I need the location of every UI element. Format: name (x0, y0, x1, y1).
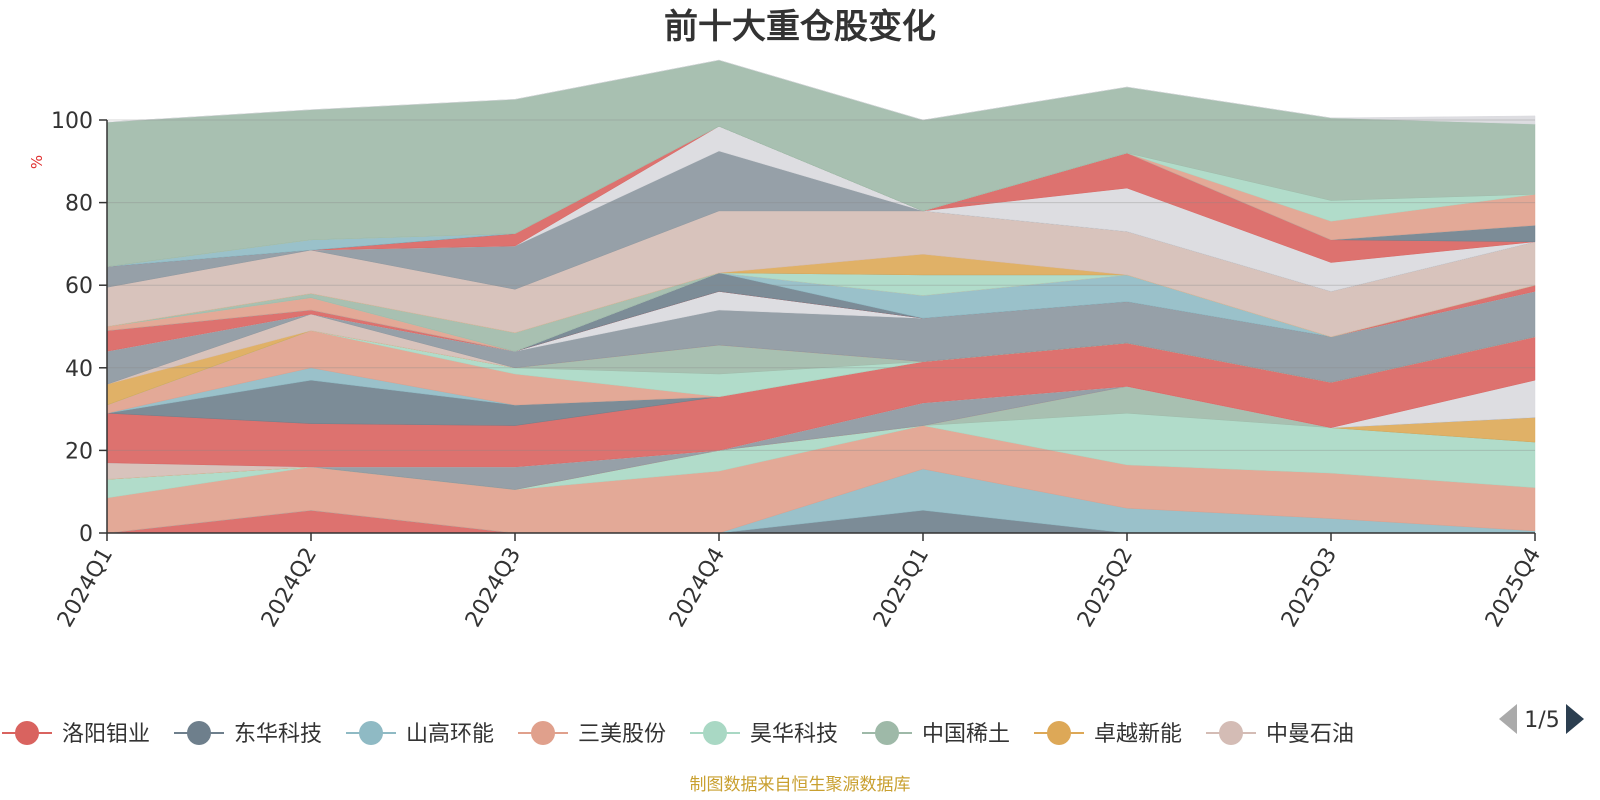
prev-page-icon[interactable] (1499, 704, 1517, 734)
area-layers (106, 59, 1536, 534)
source-note: 制图数据来自恒生聚源数据库 (690, 775, 911, 795)
x-tick-label-2025Q4: 2025Q4 (1481, 544, 1546, 632)
legend-marker-6 (875, 721, 899, 745)
x-tick-label-2024Q1: 2024Q1 (53, 544, 118, 632)
y-tick-label-40: 40 (65, 357, 93, 382)
grid-lines (107, 119, 1535, 451)
legend-pager[interactable]: 1/5 (1499, 704, 1584, 734)
legend-marker-2 (187, 721, 211, 745)
legend-marker-3 (359, 721, 383, 745)
x-tick-label-2024Q4: 2024Q4 (665, 544, 730, 632)
legend-label-5: 昊华科技 (750, 722, 838, 747)
x-tick-label-2025Q2: 2025Q2 (1073, 544, 1138, 632)
legend-item-8[interactable]: 中曼石油 (1206, 721, 1354, 747)
y-tick-label-0: 0 (79, 522, 93, 547)
legend-item-3[interactable]: 山高环能 (346, 721, 494, 747)
legend-label-1: 洛阳钼业 (62, 722, 150, 747)
legend-item-7[interactable]: 卓越新能 (1034, 721, 1182, 747)
y-axis-unit: % (28, 155, 46, 169)
legend-marker-5 (703, 721, 727, 745)
legend[interactable]: 洛阳钼业 东华科技 山高环能 三美股份 昊华科技 中国稀土 卓越新能 中曼石油 (2, 721, 1354, 747)
x-tick-label-2025Q3: 2025Q3 (1277, 544, 1342, 632)
legend-item-6[interactable]: 中国稀土 (862, 721, 1010, 747)
next-page-icon[interactable] (1566, 704, 1584, 734)
y-tick-label-60: 60 (65, 274, 93, 299)
legend-marker-4 (531, 721, 555, 745)
legend-item-5[interactable]: 昊华科技 (690, 721, 838, 747)
legend-label-7: 卓越新能 (1094, 722, 1182, 747)
legend-marker-7 (1047, 721, 1071, 745)
chart-title: 前十大重仓股变化 (664, 7, 936, 47)
legend-item-1[interactable]: 洛阳钼业 (2, 721, 150, 747)
legend-item-2[interactable]: 东华科技 (174, 721, 322, 747)
area-series-37 (106, 59, 1536, 125)
y-tick-label-80: 80 (65, 192, 93, 217)
legend-label-4: 三美股份 (578, 722, 666, 747)
y-tick-label-20: 20 (65, 439, 93, 464)
legend-marker-8 (1219, 721, 1243, 745)
legend-label-8: 中曼石油 (1266, 722, 1354, 747)
x-tick-label-2025Q1: 2025Q1 (869, 544, 934, 632)
legend-page-indicator: 1/5 (1524, 708, 1559, 733)
x-tick-label-2024Q2: 2024Q2 (257, 544, 322, 632)
legend-item-4[interactable]: 三美股份 (518, 721, 666, 747)
legend-label-3: 山高环能 (406, 722, 494, 747)
legend-label-2: 东华科技 (234, 722, 322, 747)
legend-marker-1 (15, 721, 39, 745)
legend-label-6: 中国稀土 (922, 722, 1010, 747)
x-tick-label-2024Q3: 2024Q3 (461, 544, 526, 632)
y-tick-label-100: 100 (51, 109, 93, 134)
